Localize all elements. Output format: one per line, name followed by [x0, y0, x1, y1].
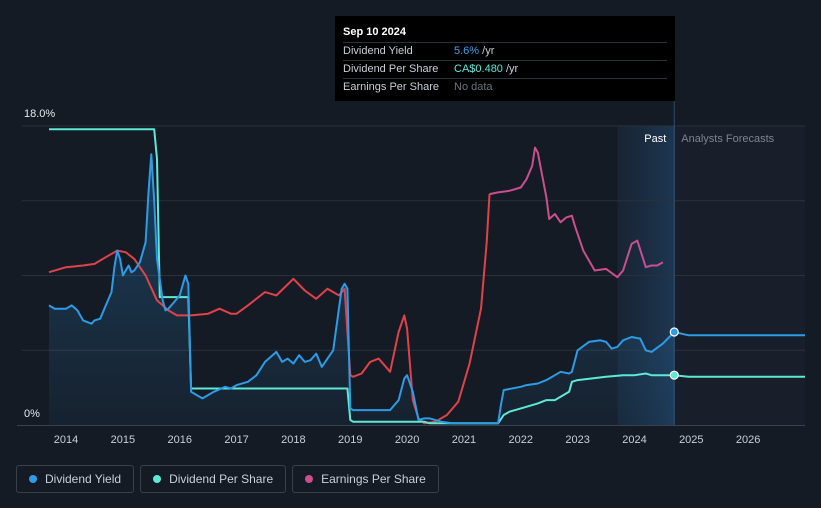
y-tick-label-zero: 0%	[24, 408, 40, 420]
x-tick-label: 2019	[338, 434, 362, 446]
dividend-yield-area	[49, 154, 675, 425]
dividend-per-share-forecast-line	[674, 374, 805, 378]
plot-area: 18.0% 0% 2014 2015 2016 2017 2018 2019 2020 2021 2…	[17, 100, 805, 446]
tooltip-row-earnings-per-share: Earnings Per Share No data	[343, 78, 667, 96]
dividend-per-share-marker	[669, 370, 679, 380]
legend: Dividend Yield Dividend Per Share Earnin…	[16, 465, 439, 493]
dividend-yield-forecast-line	[674, 331, 805, 337]
legend-label: Earnings Per Share	[321, 472, 426, 486]
tooltip-label: Dividend Yield	[343, 45, 413, 57]
tooltip-value: 5.6%	[454, 45, 480, 57]
tooltip-date: Sep 10 2024	[343, 26, 406, 38]
tooltip-unit: /yr	[502, 63, 519, 75]
legend-label: Dividend Per Share	[169, 472, 274, 486]
legend-dot-icon	[29, 475, 37, 483]
tooltip-value: No data	[454, 81, 493, 93]
legend-label: Dividend Yield	[45, 472, 122, 486]
legend-item-earnings-per-share[interactable]: Earnings Per Share	[292, 465, 439, 493]
x-tick-label: 2021	[452, 434, 476, 446]
tooltip-row-dividend-per-share: Dividend Per Share CA$0.480 /yr	[343, 60, 667, 78]
x-tick-label: 2015	[111, 434, 135, 446]
tooltip-label: Dividend Per Share	[343, 63, 439, 75]
y-tick-label-max: 18.0%	[24, 108, 55, 120]
dividend-yield-line	[48, 153, 676, 425]
forecast-label: Analysts Forecasts	[681, 133, 774, 145]
x-tick-label: 2022	[509, 434, 533, 446]
x-tick-label: 2026	[736, 434, 760, 446]
tooltip-label: Earnings Per Share	[343, 81, 439, 93]
x-tick-label: 2023	[565, 434, 589, 446]
tooltip-row-dividend-yield: Dividend Yield 5.6% /yr	[343, 42, 667, 60]
legend-dot-icon	[305, 475, 314, 483]
tooltip-value: CA$0.480	[454, 63, 503, 75]
past-label: Past	[644, 133, 666, 145]
x-tick-label: 2016	[167, 434, 191, 446]
x-tick-label: 2018	[281, 434, 305, 446]
x-tick-label: 2024	[622, 434, 646, 446]
x-tick-label: 2025	[679, 434, 703, 446]
x-tick-label: 2014	[54, 434, 78, 446]
x-tick-label: 2017	[224, 434, 248, 446]
legend-item-dividend-per-share[interactable]: Dividend Per Share	[140, 465, 287, 493]
dividend-yield-marker	[669, 327, 679, 337]
tooltip-unit: /yr	[479, 45, 495, 57]
earnings-per-share-recent-line	[489, 146, 664, 279]
tooltip: Sep 10 2024 Dividend Yield 5.6% /yr Divi…	[335, 16, 675, 101]
legend-item-dividend-yield[interactable]: Dividend Yield	[16, 465, 135, 493]
legend-dot-icon	[153, 475, 162, 483]
x-tick-label: 2020	[395, 434, 419, 446]
